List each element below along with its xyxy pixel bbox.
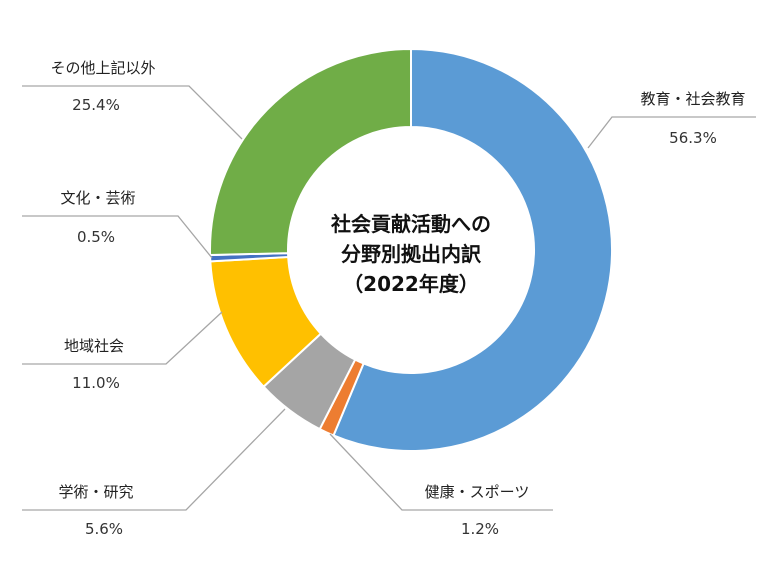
center-title-group: 社会貢献活動への 分野別拠出内訳 （2022年度） xyxy=(330,212,491,296)
category-label: 教育・社会教育 xyxy=(640,90,745,108)
value-label: 0.5% xyxy=(77,228,115,246)
category-label: 健康・スポーツ xyxy=(425,483,530,501)
leader-line-文化-芸術 xyxy=(22,215,213,259)
leader-line-その他上記以外 xyxy=(22,85,243,140)
value-label: 56.3% xyxy=(669,129,717,147)
center-title-line-3: （2022年度） xyxy=(343,272,479,296)
category-label: 学術・研究 xyxy=(58,483,133,501)
value-label: 11.0% xyxy=(72,374,120,392)
slice-0 xyxy=(332,47,613,452)
leader-lines-group xyxy=(22,85,756,511)
slices-group xyxy=(209,47,613,452)
value-label: 25.4% xyxy=(72,96,120,114)
slice-5 xyxy=(209,47,412,257)
center-title-line-1: 社会貢献活動への xyxy=(330,212,491,236)
category-label: 地域社会 xyxy=(64,337,124,355)
value-label: 5.6% xyxy=(85,520,123,538)
center-title-line-2: 分野別拠出内訳 xyxy=(341,242,482,266)
labels-group: 教育・社会教育 56.3% 健康・スポーツ 1.2% 学術・研究 5.6% 地域社会 11.0… xyxy=(50,59,745,538)
leader-line-健康-スポーツ xyxy=(329,433,553,511)
value-label: 1.2% xyxy=(461,520,499,538)
category-label: その他上記以外 xyxy=(50,59,155,77)
category-label: 文化・芸術 xyxy=(60,189,135,207)
leader-line-教育-社会教育 xyxy=(587,116,756,149)
leader-line-学術-研究 xyxy=(22,408,286,511)
leader-line-地域社会 xyxy=(22,311,223,365)
